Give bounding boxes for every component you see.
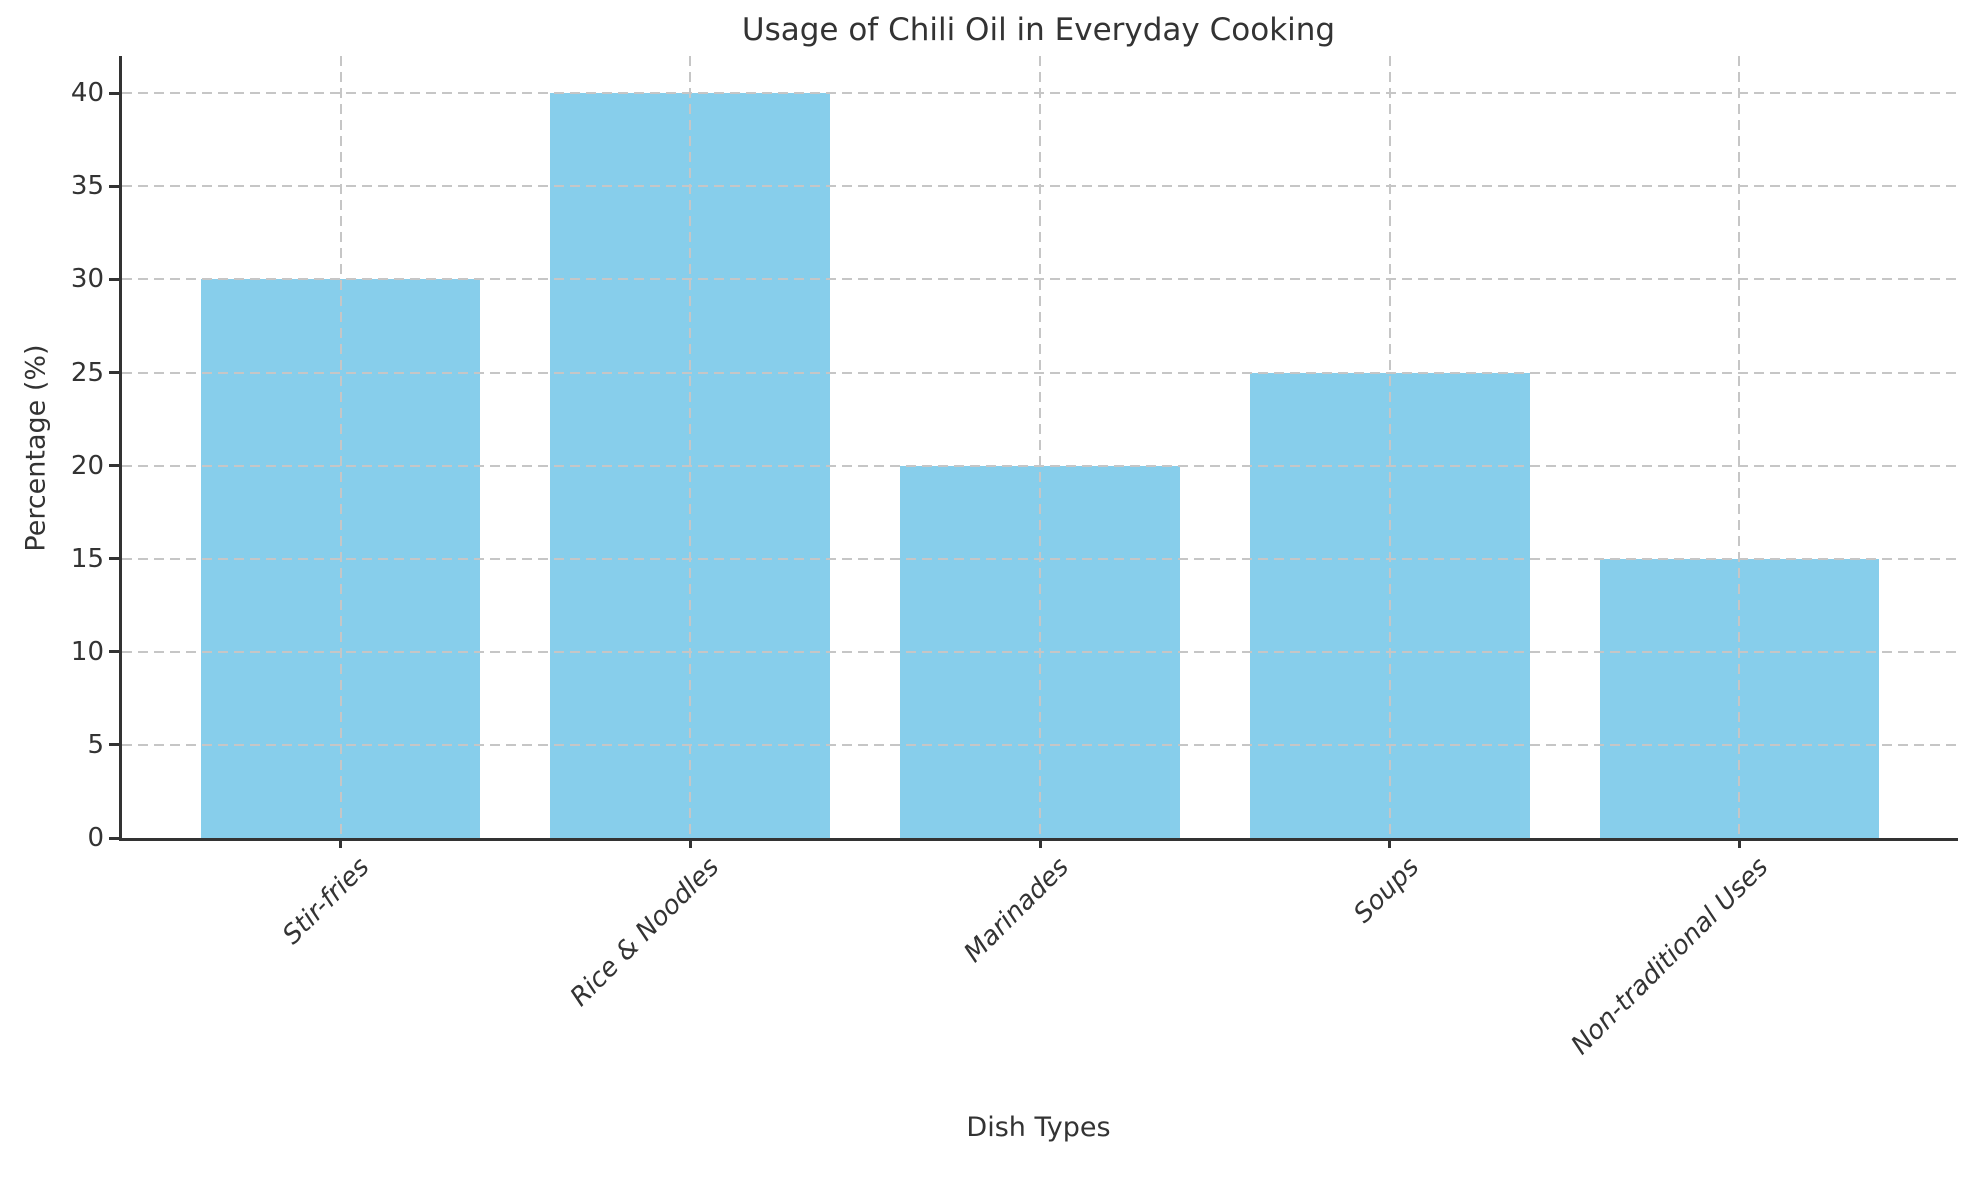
gridline-v-4 [1738,56,1741,838]
x-tick-label-0: Stir-fries [277,852,376,951]
y-tick-label-10: 10 [70,636,104,667]
y-tick-label-40: 40 [70,78,104,109]
y-axis-label: Percentage (%) [20,344,52,552]
y-tick-label-0: 0 [87,823,104,853]
chart-title: Usage of Chili Oil in Everyday Cooking [741,12,1336,48]
y-tick-mark-30 [109,277,119,281]
x-tick-mark-1 [688,838,692,848]
x-tick-label-1: Rice & Noodles [565,852,726,1013]
x-tick-label-2: Marinades [958,852,1076,969]
y-tick-label-30: 30 [70,264,104,295]
y-tick-label-25: 25 [70,357,104,388]
y-tick-label-15: 15 [70,543,104,574]
y-tick-mark-20 [109,464,119,468]
y-tick-label-35: 35 [70,171,104,202]
x-tick-mark-4 [1737,838,1741,848]
x-tick-mark-0 [339,838,343,848]
y-tick-label-5: 5 [87,729,104,760]
x-tick-mark-2 [1038,838,1042,848]
gridline-v-1 [689,56,692,838]
gridline-v-0 [339,56,342,838]
gridline-v-2 [1039,56,1041,838]
y-tick-mark-5 [109,743,119,747]
gridline-v-3 [1388,56,1391,838]
x-tick-label-4: Non-traditional Uses [1565,852,1775,1061]
y-tick-mark-40 [109,91,119,95]
y-tick-label-20: 20 [70,450,104,481]
y-tick-mark-0 [109,836,119,840]
x-tick-mark-3 [1388,838,1392,848]
y-tick-mark-35 [109,184,119,188]
y-tick-mark-15 [109,557,119,561]
plot-area: 0 5 10 15 20 25 30 35 40 Stir-fries Rice & Noodles… [71,56,1958,1061]
y-tick-mark-25 [109,371,119,375]
y-tick-mark-10 [109,650,119,654]
x-axis-label: Dish Types [966,1112,1111,1143]
x-tick-label-3: Soups [1347,852,1425,930]
